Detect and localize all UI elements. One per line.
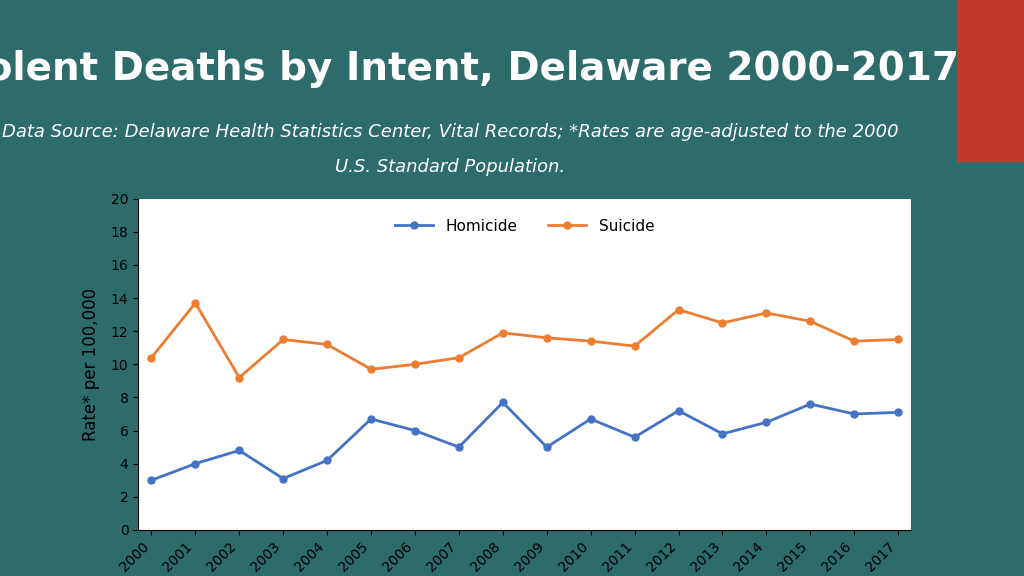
Legend: Homicide, Suicide: Homicide, Suicide xyxy=(389,213,660,240)
Suicide xyxy=(497,329,509,336)
Homicide xyxy=(673,407,685,414)
Homicide xyxy=(717,430,729,437)
Text: U.S. Standard Population.: U.S. Standard Population. xyxy=(336,158,565,176)
Homicide xyxy=(278,475,290,482)
Suicide xyxy=(804,318,816,325)
Suicide xyxy=(189,300,202,306)
Text: Violent Deaths by Intent, Delaware 2000-2017: Violent Deaths by Intent, Delaware 2000-… xyxy=(0,50,958,88)
Suicide xyxy=(321,341,333,348)
Suicide xyxy=(145,354,158,361)
Suicide xyxy=(892,336,904,343)
Suicide xyxy=(673,306,685,313)
Homicide xyxy=(453,444,465,450)
Suicide xyxy=(848,338,860,344)
Homicide xyxy=(892,409,904,416)
Suicide xyxy=(717,320,729,327)
Suicide xyxy=(409,361,421,368)
Line: Homicide: Homicide xyxy=(147,399,902,484)
Suicide xyxy=(233,374,246,381)
Homicide xyxy=(848,411,860,418)
Suicide xyxy=(760,309,772,316)
Text: Data Source: Delaware Health Statistics Center, Vital Records; *Rates are age-ad: Data Source: Delaware Health Statistics … xyxy=(2,123,899,142)
Homicide xyxy=(365,415,377,422)
Line: Suicide: Suicide xyxy=(147,300,902,381)
Homicide xyxy=(145,477,158,484)
Suicide xyxy=(365,366,377,373)
Homicide xyxy=(585,415,597,422)
Suicide xyxy=(629,343,641,350)
Y-axis label: Rate* per 100,000: Rate* per 100,000 xyxy=(82,288,99,441)
Homicide xyxy=(804,401,816,408)
Homicide xyxy=(321,457,333,464)
Homicide xyxy=(541,444,553,450)
Homicide xyxy=(497,399,509,406)
Homicide xyxy=(189,460,202,467)
Suicide xyxy=(541,334,553,341)
Homicide xyxy=(233,447,246,454)
Homicide xyxy=(409,427,421,434)
Suicide xyxy=(278,336,290,343)
Suicide xyxy=(453,354,465,361)
Suicide xyxy=(585,338,597,344)
Homicide xyxy=(760,419,772,426)
Homicide xyxy=(629,434,641,441)
